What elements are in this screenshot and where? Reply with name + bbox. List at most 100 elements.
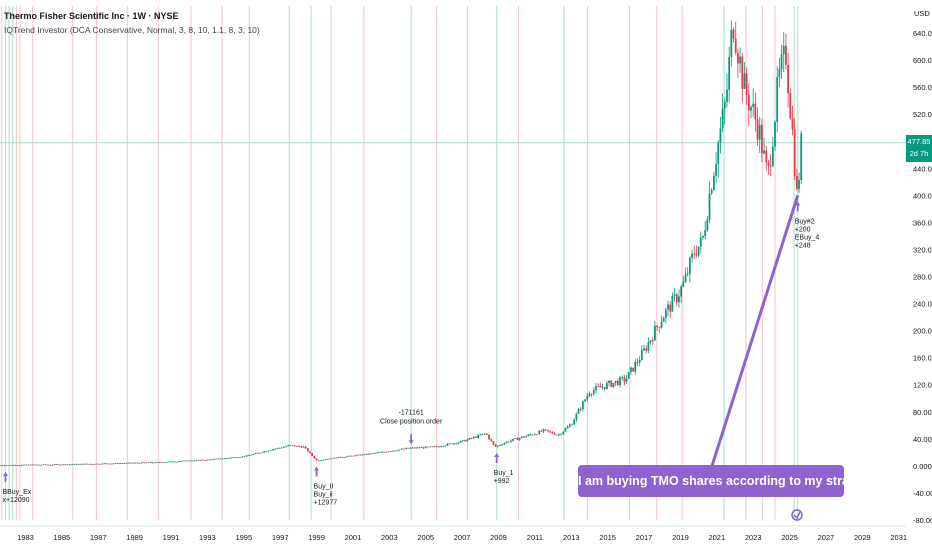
- candle-body: [12, 465, 14, 466]
- candle-body: [108, 463, 111, 465]
- candle-body: [304, 446, 307, 449]
- candle-body: [20, 464, 23, 466]
- candle-body: [350, 455, 353, 457]
- candle-body: [252, 453, 255, 455]
- candle-body: [250, 454, 252, 456]
- candle-body: [702, 236, 704, 238]
- candle-body: [608, 380, 610, 384]
- candle-body: [228, 457, 231, 459]
- candle-body: [280, 447, 283, 449]
- candle-body: [721, 108, 724, 129]
- candle-body: [171, 461, 174, 463]
- currency-label: USD: [914, 9, 930, 18]
- candle-body: [151, 462, 154, 464]
- candle-body: [516, 438, 519, 440]
- candle-body: [276, 448, 279, 449]
- x-tick-label: 1987: [90, 533, 107, 542]
- candle-body: [29, 464, 32, 466]
- candle-body: [372, 453, 375, 454]
- candle-body: [723, 101, 726, 109]
- candle-body: [485, 433, 488, 435]
- candle-body: [400, 448, 403, 450]
- candle-body: [793, 129, 796, 176]
- x-tick-label: 1991: [163, 533, 180, 542]
- indicator-legend[interactable]: IQTrend Investor (DCA Conservative, Norm…: [4, 25, 260, 35]
- candle-body: [647, 342, 650, 351]
- candle-body: [359, 454, 362, 456]
- candle-body: [505, 441, 508, 444]
- candle-body: [95, 463, 97, 465]
- candle-body: [610, 380, 613, 387]
- candle-body: [472, 436, 475, 439]
- candle-body: [289, 445, 292, 447]
- x-axis[interactable]: 1983 1985 1987 1989 1991 1993 1995 1997 1999 2001…: [0, 525, 907, 542]
- y-axis[interactable]: 640.00600.00560.00520.00480.00440.00400.…: [913, 29, 932, 525]
- candle-body: [394, 450, 397, 452]
- candle-body: [645, 348, 648, 351]
- candle-body: [778, 69, 781, 78]
- candle-body: [398, 449, 401, 451]
- candle-body: [317, 460, 320, 462]
- candle-body: [320, 460, 322, 461]
- candle-body: [697, 246, 700, 256]
- current-price-value: 477.85: [907, 137, 931, 146]
- candle-body: [112, 463, 115, 465]
- candle-body: [75, 463, 78, 465]
- candle-body: [597, 386, 600, 387]
- candle-body: [368, 453, 370, 455]
- candle-body: [73, 463, 76, 465]
- candle-body: [149, 462, 152, 464]
- candle-body: [60, 464, 63, 466]
- y-tick-label: -80.00: [913, 516, 932, 525]
- candle-body: [160, 462, 163, 464]
- candle-body: [178, 461, 180, 463]
- candle-body: [1, 465, 4, 467]
- candle-body: [675, 294, 678, 303]
- candle-body: [173, 461, 176, 463]
- candle-body: [726, 89, 728, 102]
- candle-body: [324, 459, 327, 461]
- candle-body: [213, 458, 215, 460]
- candle-body: [575, 413, 578, 420]
- candle-body: [330, 458, 333, 460]
- candle-body: [771, 146, 774, 166]
- y-tick-label: 320.00: [913, 245, 932, 254]
- candle-body: [370, 453, 373, 455]
- y-tick-label: 400.00: [913, 191, 932, 200]
- candle-body: [311, 453, 314, 456]
- x-tick-label: 1997: [272, 533, 289, 542]
- candle-body: [23, 464, 25, 466]
- current-price-tag: 477.85 2d 7h: [906, 135, 932, 162]
- candle-body: [525, 436, 528, 438]
- marker-label: -171161: [399, 409, 424, 416]
- candle-body: [461, 440, 464, 442]
- candle-body: [291, 445, 294, 447]
- candle-body: [396, 450, 399, 452]
- candle-body: [470, 438, 473, 439]
- candle-body: [344, 456, 346, 458]
- candle-body: [571, 424, 573, 426]
- candle-body: [328, 458, 331, 460]
- candle-body: [407, 447, 410, 449]
- strategy-callout: I am buying TMO shares according to my s…: [578, 465, 932, 497]
- y-tick-label: 200.00: [913, 327, 932, 336]
- candle-body: [682, 282, 685, 287]
- y-tick-label: 40.00: [913, 435, 932, 444]
- signal-vertical-lines: [1, 6, 799, 520]
- candle-body: [162, 462, 165, 463]
- candle-body: [263, 451, 266, 453]
- candle-body: [385, 451, 388, 453]
- candle-body: [616, 380, 619, 386]
- candle-body: [125, 462, 128, 464]
- candle-body: [245, 455, 248, 457]
- candle-body: [354, 455, 357, 457]
- candle-body: [678, 296, 680, 303]
- candle-body: [664, 309, 667, 318]
- candle-body: [453, 443, 455, 445]
- candle-body: [226, 458, 228, 459]
- marker-label: BBuy_Ex: [2, 489, 31, 496]
- candle-body: [424, 446, 427, 449]
- candle-body: [680, 286, 683, 297]
